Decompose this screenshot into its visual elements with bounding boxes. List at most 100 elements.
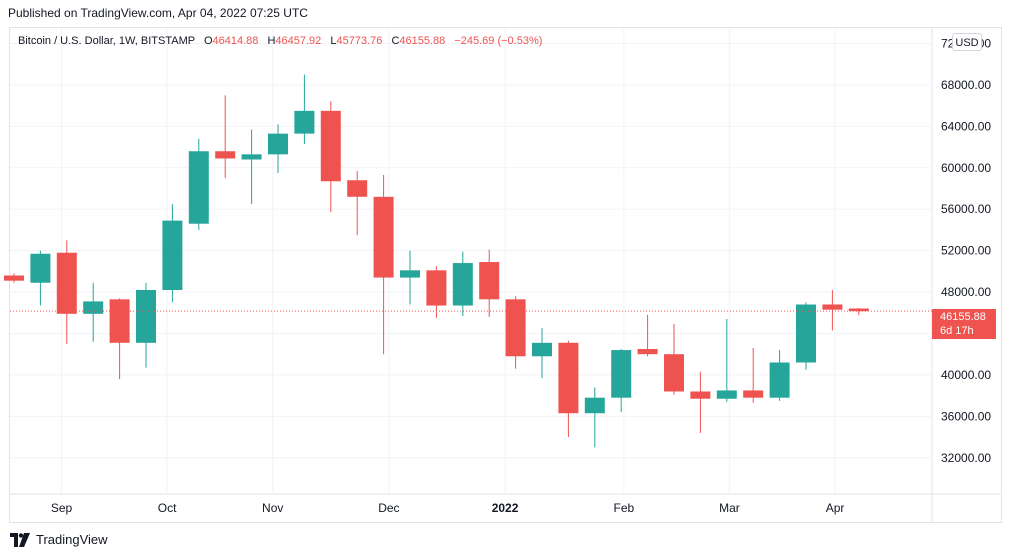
x-tick-label: Feb [613, 501, 634, 515]
high-value: 46457.92 [275, 35, 322, 47]
candle[interactable] [109, 298, 130, 380]
candle[interactable] [373, 175, 394, 355]
low-value: 45773.76 [336, 35, 383, 47]
candle-body [268, 133, 288, 155]
x-tick-label: Mar [719, 501, 740, 515]
close-label: C [391, 35, 400, 47]
open-label: O [203, 35, 213, 47]
candle[interactable] [215, 95, 236, 179]
x-tick-label: Nov [262, 501, 283, 515]
time-axis: Sep Oct Nov Dec 2022 Feb Mar Apr [51, 501, 845, 515]
candle[interactable] [532, 328, 552, 379]
published-header: Published on TradingView.com, Apr 04, 20… [8, 6, 308, 20]
candle[interactable] [426, 266, 447, 318]
last-price-tag: 46155.88 6d 17h [932, 309, 996, 339]
candle-body [452, 263, 473, 306]
candle-body [56, 252, 77, 314]
candle-body [294, 110, 315, 134]
candle[interactable] [822, 289, 843, 331]
close-value: 46155.88 [399, 35, 446, 47]
candle-body [796, 304, 816, 363]
y-tick-label: 36000.00 [941, 409, 991, 423]
candle[interactable] [743, 347, 764, 403]
candle[interactable] [400, 250, 420, 305]
candle[interactable] [56, 240, 77, 344]
candle[interactable] [479, 249, 500, 317]
y-tick-label: 48000.00 [941, 285, 991, 299]
high-label: H [267, 35, 276, 47]
candle-body [426, 270, 447, 306]
y-tick-label: 60000.00 [941, 161, 991, 175]
candle-body [690, 391, 711, 399]
candle-body [320, 110, 341, 182]
candle-body [664, 354, 684, 392]
symbol-legend: Bitcoin / U.S. Dollar, 1W, BITSTAMP O464… [18, 35, 542, 47]
candle-body [215, 151, 236, 159]
candle[interactable] [241, 129, 262, 205]
candle[interactable] [848, 308, 869, 316]
chart-frame[interactable] [9, 27, 1002, 523]
candle-body [637, 349, 658, 355]
y-tick-label: 56000.00 [941, 202, 991, 216]
candle[interactable] [796, 302, 816, 370]
candle-body [241, 154, 262, 160]
y-tick-label: 68000.00 [941, 78, 991, 92]
candle-body [716, 390, 737, 399]
symbol-title: Bitcoin / U.S. Dollar, 1W, BITSTAMP [18, 35, 195, 47]
x-tick-label: Oct [158, 501, 177, 515]
y-tick-label: 32000.00 [941, 451, 991, 465]
candle[interactable] [558, 340, 579, 438]
x-tick-label: Sep [51, 501, 73, 515]
y-tick-label: 40000.00 [941, 368, 991, 382]
candle[interactable] [294, 74, 315, 144]
candle[interactable] [347, 170, 368, 236]
bar-countdown: 6d 17h [940, 325, 974, 337]
candle[interactable] [188, 138, 209, 230]
candle-body [4, 275, 24, 281]
candle-body [769, 362, 790, 398]
candle[interactable] [268, 124, 288, 173]
x-tick-label: Dec [378, 501, 399, 515]
currency-badge[interactable]: USD [952, 33, 982, 51]
candle[interactable] [769, 350, 790, 401]
brand-name: TradingView [36, 532, 108, 547]
y-tick-label: 64000.00 [941, 119, 991, 133]
candle[interactable] [452, 251, 473, 316]
candle-body [611, 350, 632, 398]
price-axis: 32000.0036000.0040000.0044000.0048000.00… [941, 37, 991, 465]
candle-body [188, 151, 209, 224]
tradingview-logo-icon [10, 532, 30, 547]
candle[interactable] [664, 324, 684, 395]
candle-body [479, 262, 500, 300]
candle[interactable] [162, 204, 183, 303]
candle-body [743, 390, 764, 398]
candle[interactable] [505, 296, 526, 369]
footer-brand[interactable]: TradingView [10, 532, 108, 547]
candle-body [822, 304, 843, 310]
candle[interactable] [136, 282, 156, 368]
candle[interactable] [690, 371, 711, 433]
candles [4, 74, 869, 448]
low-label: L [330, 35, 337, 47]
candle-body [373, 196, 394, 278]
last-price-value: 46155.88 [940, 311, 986, 323]
y-tick-label: 52000.00 [941, 244, 991, 258]
candle-body [30, 253, 51, 283]
candle-body [162, 220, 183, 290]
candle-body [400, 270, 420, 278]
candle[interactable] [584, 387, 605, 448]
candle[interactable] [4, 273, 24, 283]
grid-lines [10, 28, 1001, 522]
candle-body [109, 299, 130, 343]
candle-body [505, 299, 526, 357]
candle-body [532, 342, 552, 357]
candle[interactable] [611, 349, 632, 413]
candle-body [83, 301, 104, 314]
candle[interactable] [320, 101, 341, 213]
candle-body [848, 308, 869, 312]
candle[interactable] [716, 318, 737, 402]
candle[interactable] [637, 314, 658, 357]
open-value: 46414.88 [212, 35, 259, 47]
candle[interactable] [30, 250, 51, 306]
